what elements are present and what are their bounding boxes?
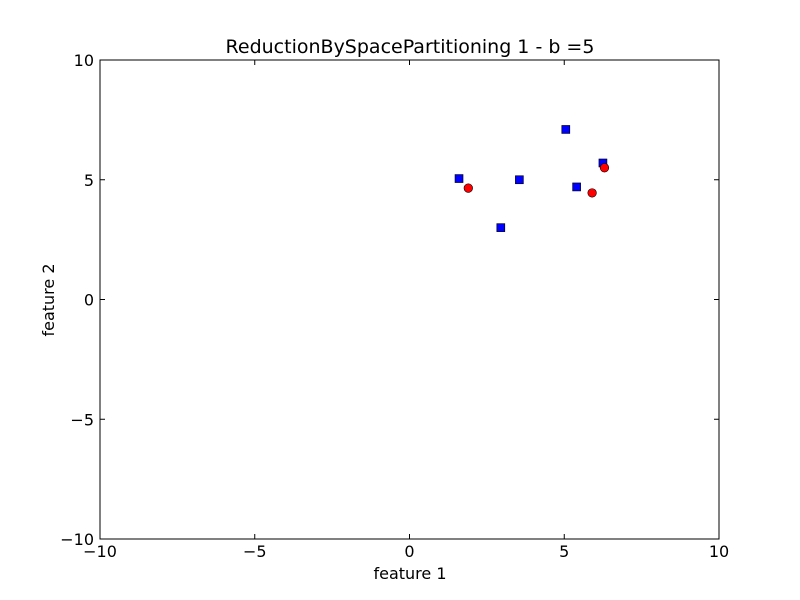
square-data-point bbox=[572, 182, 581, 192]
y-tick-label: −5 bbox=[70, 410, 94, 429]
plot-area bbox=[99, 59, 720, 540]
y-tick-label: 5 bbox=[84, 171, 94, 190]
y-tick-label: 0 bbox=[84, 291, 94, 310]
x-axis-label: feature 1 bbox=[373, 564, 446, 583]
x-tick-label: −5 bbox=[243, 542, 267, 561]
y-tick-label: 10 bbox=[74, 51, 94, 70]
square-data-point bbox=[515, 175, 524, 185]
x-tick-label: 0 bbox=[404, 542, 414, 561]
x-tick-label: −10 bbox=[83, 542, 117, 561]
circle-data-point bbox=[463, 183, 473, 193]
y-axis-label: feature 2 bbox=[39, 263, 58, 336]
circle-data-point bbox=[599, 163, 610, 173]
data-points bbox=[454, 125, 610, 232]
y-tick-label: −10 bbox=[60, 530, 94, 549]
square-data-point bbox=[561, 125, 571, 134]
x-tick-label: 10 bbox=[709, 542, 729, 561]
x-axis: −10 −5 0 5 10 bbox=[83, 60, 729, 561]
chart-title: ReductionBySpacePartitioning 1 - b =5 bbox=[226, 36, 595, 58]
square-data-point bbox=[454, 174, 464, 183]
x-tick-label: 5 bbox=[559, 542, 569, 561]
circle-data-point bbox=[587, 188, 597, 198]
square-data-point bbox=[496, 223, 506, 232]
plot-border bbox=[99, 59, 720, 540]
y-axis: −10 −5 0 5 10 bbox=[60, 51, 719, 549]
